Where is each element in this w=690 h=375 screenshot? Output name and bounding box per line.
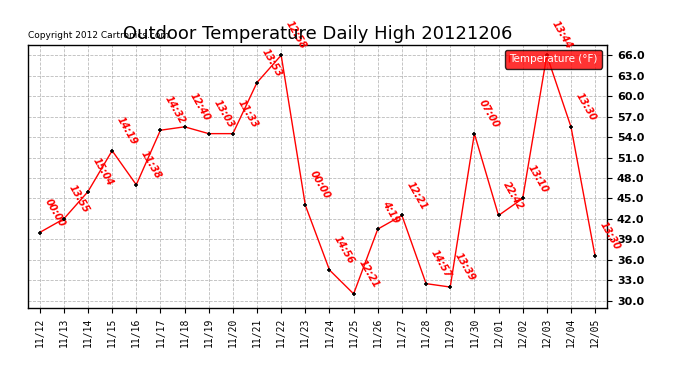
Point xyxy=(396,213,407,219)
Title: Outdoor Temperature Daily High 20121206: Outdoor Temperature Daily High 20121206 xyxy=(123,26,512,44)
Text: 11:38: 11:38 xyxy=(139,149,163,181)
Point xyxy=(373,226,384,232)
Point xyxy=(34,230,46,236)
Text: 13:03: 13:03 xyxy=(212,98,235,129)
Point xyxy=(493,213,504,219)
Text: 12:58: 12:58 xyxy=(284,20,308,51)
Point xyxy=(203,130,214,136)
Point xyxy=(469,130,480,136)
Point xyxy=(299,202,310,208)
Point xyxy=(276,52,287,58)
Text: 12:21: 12:21 xyxy=(405,180,428,211)
Point xyxy=(518,195,529,201)
Point xyxy=(228,130,239,136)
Text: 12:40: 12:40 xyxy=(188,91,211,123)
Text: 14:56: 14:56 xyxy=(333,234,356,266)
Text: 4:19: 4:19 xyxy=(381,199,402,225)
Text: 13:30: 13:30 xyxy=(598,220,622,252)
Point xyxy=(324,267,335,273)
Point xyxy=(83,189,94,195)
Text: 13:55: 13:55 xyxy=(67,183,90,215)
Point xyxy=(155,127,166,133)
Legend: Temperature (°F): Temperature (°F) xyxy=(505,50,602,69)
Text: 14:19: 14:19 xyxy=(115,115,139,147)
Point xyxy=(348,291,359,297)
Point xyxy=(420,280,432,286)
Point xyxy=(589,254,600,260)
Text: 14:32: 14:32 xyxy=(164,94,187,126)
Text: 13:30: 13:30 xyxy=(574,91,598,123)
Text: 15:04: 15:04 xyxy=(91,156,115,188)
Point xyxy=(444,284,455,290)
Point xyxy=(106,148,117,154)
Text: Copyright 2012 Cartronics.com: Copyright 2012 Cartronics.com xyxy=(28,31,169,40)
Text: 12:21: 12:21 xyxy=(357,258,380,290)
Point xyxy=(565,124,576,130)
Text: 14:57: 14:57 xyxy=(429,248,453,279)
Text: 13:10: 13:10 xyxy=(526,162,549,194)
Point xyxy=(541,52,552,58)
Text: 00:00: 00:00 xyxy=(43,196,66,228)
Text: 11:33: 11:33 xyxy=(236,98,259,129)
Point xyxy=(179,124,190,130)
Text: 22:42: 22:42 xyxy=(502,180,525,211)
Text: 13:44: 13:44 xyxy=(550,20,573,51)
Point xyxy=(251,80,262,86)
Point xyxy=(130,182,142,188)
Text: 07:00: 07:00 xyxy=(477,98,501,129)
Text: 13:39: 13:39 xyxy=(453,251,477,283)
Text: 13:53: 13:53 xyxy=(260,46,284,78)
Point xyxy=(58,216,69,222)
Text: 00:00: 00:00 xyxy=(308,170,332,201)
